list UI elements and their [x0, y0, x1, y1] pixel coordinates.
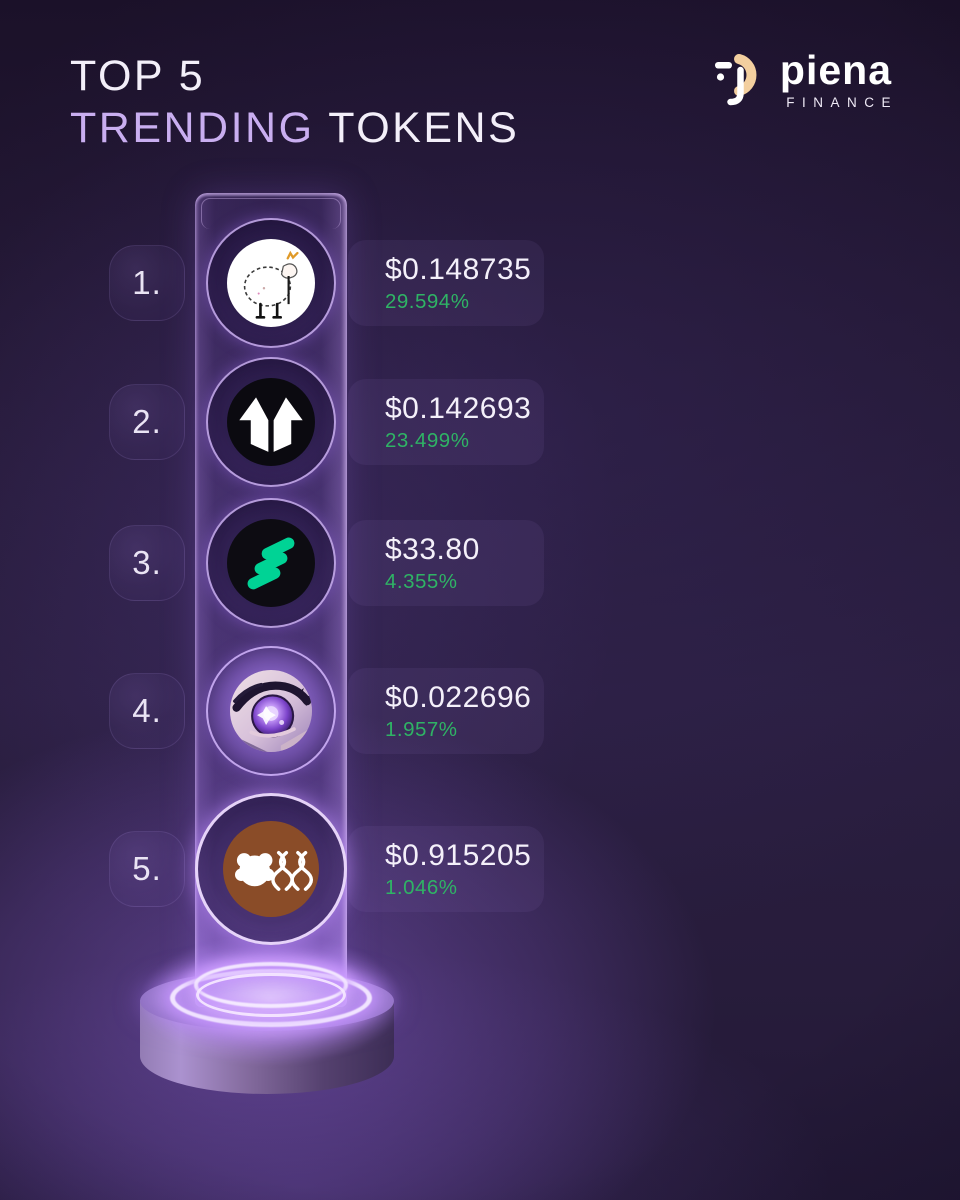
- brand-text: piena FINANCE: [779, 47, 892, 111]
- rank-badge-3: 3.: [109, 525, 185, 601]
- brand-tagline: FINANCE: [786, 95, 898, 110]
- token-change-2: 23.499%: [385, 428, 470, 452]
- brand-logo: piena FINANCE: [710, 50, 892, 110]
- token-price-2: $0.142693: [385, 391, 532, 425]
- rank-badge-4: 4.: [109, 673, 185, 749]
- tube-base-rim: [196, 973, 346, 1017]
- title-line2: TRENDING TOKENS: [70, 102, 519, 154]
- token-price-5: $0.915205: [385, 838, 532, 872]
- rank-badge-2: 2.: [109, 384, 185, 460]
- rank-badge-5: 5.: [109, 831, 185, 907]
- token-change-4: 1.957%: [385, 717, 458, 741]
- compound-layers-icon: [227, 519, 315, 607]
- page-title: TOP 5 TRENDING TOKENS: [70, 50, 519, 154]
- title-rest-word: TOKENS: [328, 104, 520, 152]
- token-change-3: 4.355%: [385, 569, 458, 593]
- token-info-panel-1: $0.148735 29.594%: [348, 240, 544, 326]
- token-change-5: 1.046%: [385, 875, 458, 899]
- rank-badge-1: 1.: [109, 245, 185, 321]
- token-info-panel-4: $0.022696 1.957%: [348, 668, 544, 754]
- token-info-panel-2: $0.142693 23.499%: [348, 379, 544, 465]
- token-price-4: $0.022696: [385, 680, 532, 714]
- double-up-arrows-icon: [227, 378, 315, 466]
- token-change-1: 29.594%: [385, 289, 470, 313]
- hamster-dna-icon: [223, 821, 319, 917]
- token-price-1: $0.148735: [385, 252, 532, 286]
- token-info-panel-3: $33.80 4.355%: [348, 520, 544, 606]
- sheep-doodle-icon: [227, 239, 315, 327]
- title-line1: TOP 5: [70, 52, 206, 100]
- token-info-panel-5: $0.915205 1.046%: [348, 826, 544, 912]
- piena-logo-icon: [714, 54, 757, 106]
- anime-eye-icon: [230, 670, 312, 752]
- token-price-3: $33.80: [385, 532, 480, 566]
- title-accent-word: TRENDING: [70, 104, 315, 152]
- brand-name: piena: [779, 47, 892, 93]
